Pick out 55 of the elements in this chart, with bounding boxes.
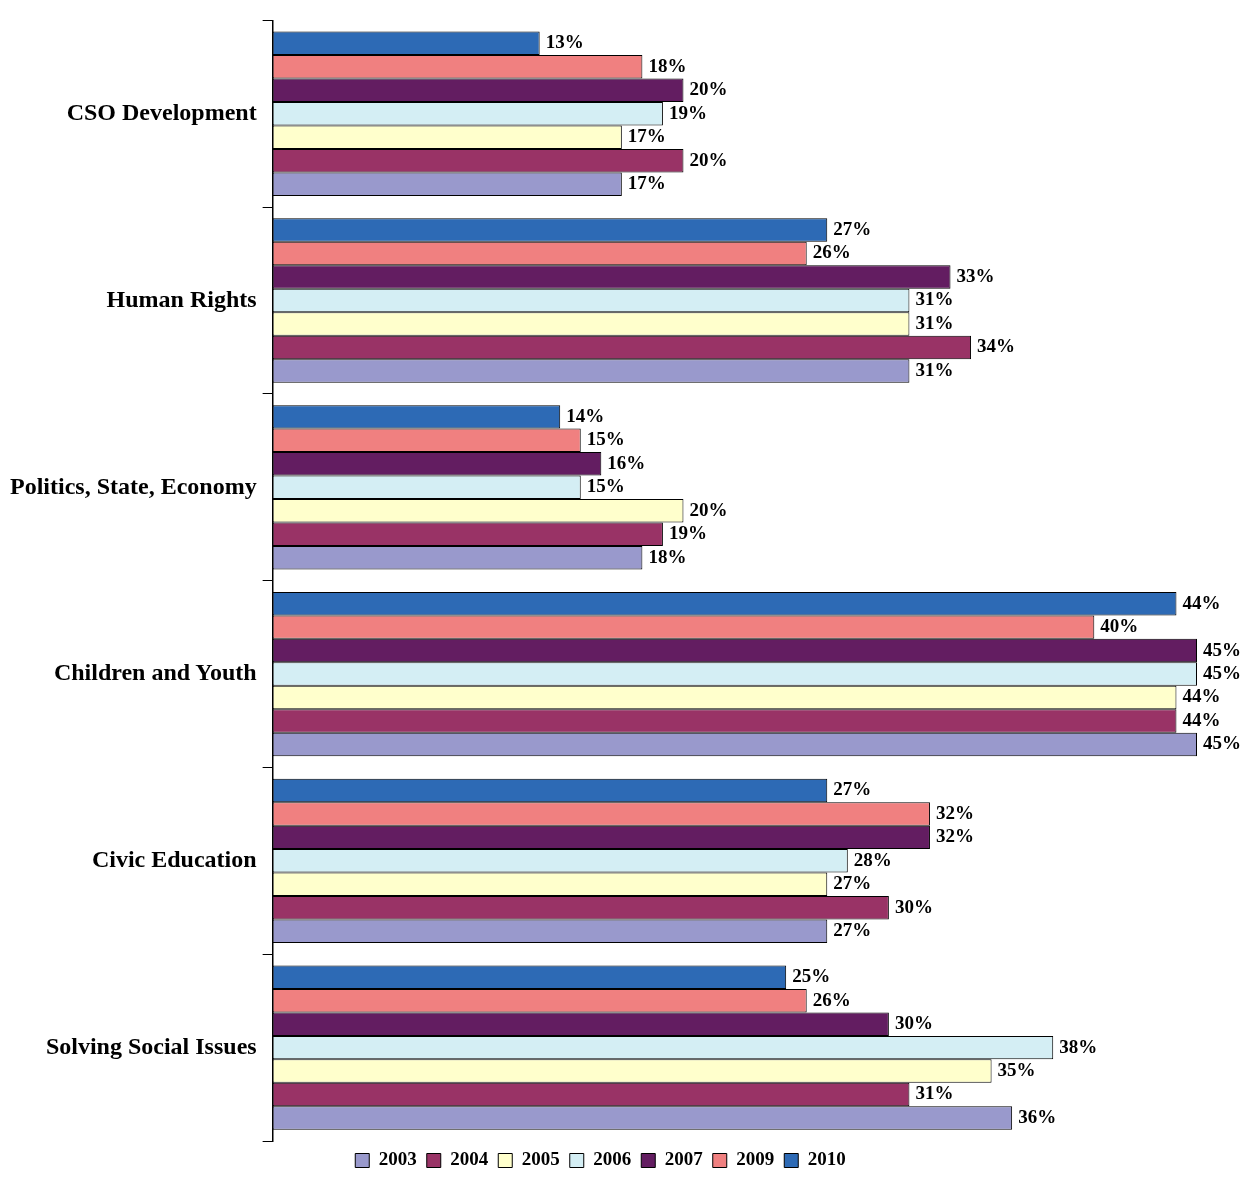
data-label: 20% (689, 498, 728, 520)
y-tick-label: CSO Development (66, 98, 257, 125)
data-label: 26% (812, 241, 851, 263)
data-label: 31% (915, 1082, 954, 1104)
y-tick-label: Human Rights (106, 285, 257, 312)
data-label: 36% (1018, 1105, 1057, 1127)
data-label: 33% (956, 264, 995, 286)
data-label: 20% (689, 78, 728, 100)
data-label: 32% (935, 801, 974, 823)
legend-label: 2004 (450, 1148, 489, 1170)
legend-label: 2003 (378, 1148, 417, 1170)
data-label: 35% (997, 1059, 1036, 1080)
data-label: 19% (668, 101, 707, 123)
data-label: 44% (1182, 591, 1221, 613)
data-label: 20% (689, 148, 728, 170)
data-label: 27% (833, 919, 872, 941)
data-label: 44% (1182, 708, 1221, 730)
data-label: 38% (1059, 1035, 1098, 1057)
data-label: 27% (833, 778, 872, 800)
y-tick-label: Politics, State, Economy (9, 472, 257, 499)
data-label: 30% (894, 895, 933, 917)
data-label: 30% (894, 1012, 933, 1034)
data-label: 31% (915, 288, 954, 310)
data-label: 16% (607, 451, 646, 473)
y-tick-label: Civic Education (91, 846, 257, 873)
y-tick-label: Solving Social Issues (45, 1032, 257, 1059)
data-label: 26% (812, 988, 851, 1010)
data-label: 34% (977, 335, 1016, 357)
data-label: 44% (1182, 685, 1221, 707)
data-label: 19% (668, 522, 707, 544)
data-label: 13% (545, 31, 584, 53)
data-label: 40% (1100, 615, 1139, 637)
data-label: 18% (648, 54, 687, 76)
data-label: 25% (792, 965, 831, 987)
legend-label: 2007 (664, 1148, 704, 1170)
data-label: 31% (915, 358, 954, 380)
legend-label: 2010 (807, 1148, 846, 1170)
y-tick-label: Children and Youth (53, 659, 257, 686)
data-label: 18% (648, 545, 687, 567)
data-label: 17% (627, 172, 666, 194)
data-label: 31% (915, 311, 954, 333)
data-label: 17% (627, 125, 666, 147)
legend-label: 2009 (736, 1148, 775, 1170)
legend-label: 2005 (521, 1148, 560, 1170)
data-label: 32% (935, 825, 974, 847)
data-label: 28% (853, 848, 892, 870)
legend-label: 2006 (593, 1148, 632, 1170)
data-label: 45% (1203, 661, 1241, 683)
data-label: 15% (586, 428, 625, 450)
data-label: 15% (586, 475, 625, 497)
data-label: 27% (833, 872, 872, 894)
data-label: 45% (1203, 732, 1241, 754)
data-label: 45% (1203, 638, 1241, 660)
data-label: 27% (833, 218, 872, 240)
data-label: 14% (566, 404, 605, 426)
